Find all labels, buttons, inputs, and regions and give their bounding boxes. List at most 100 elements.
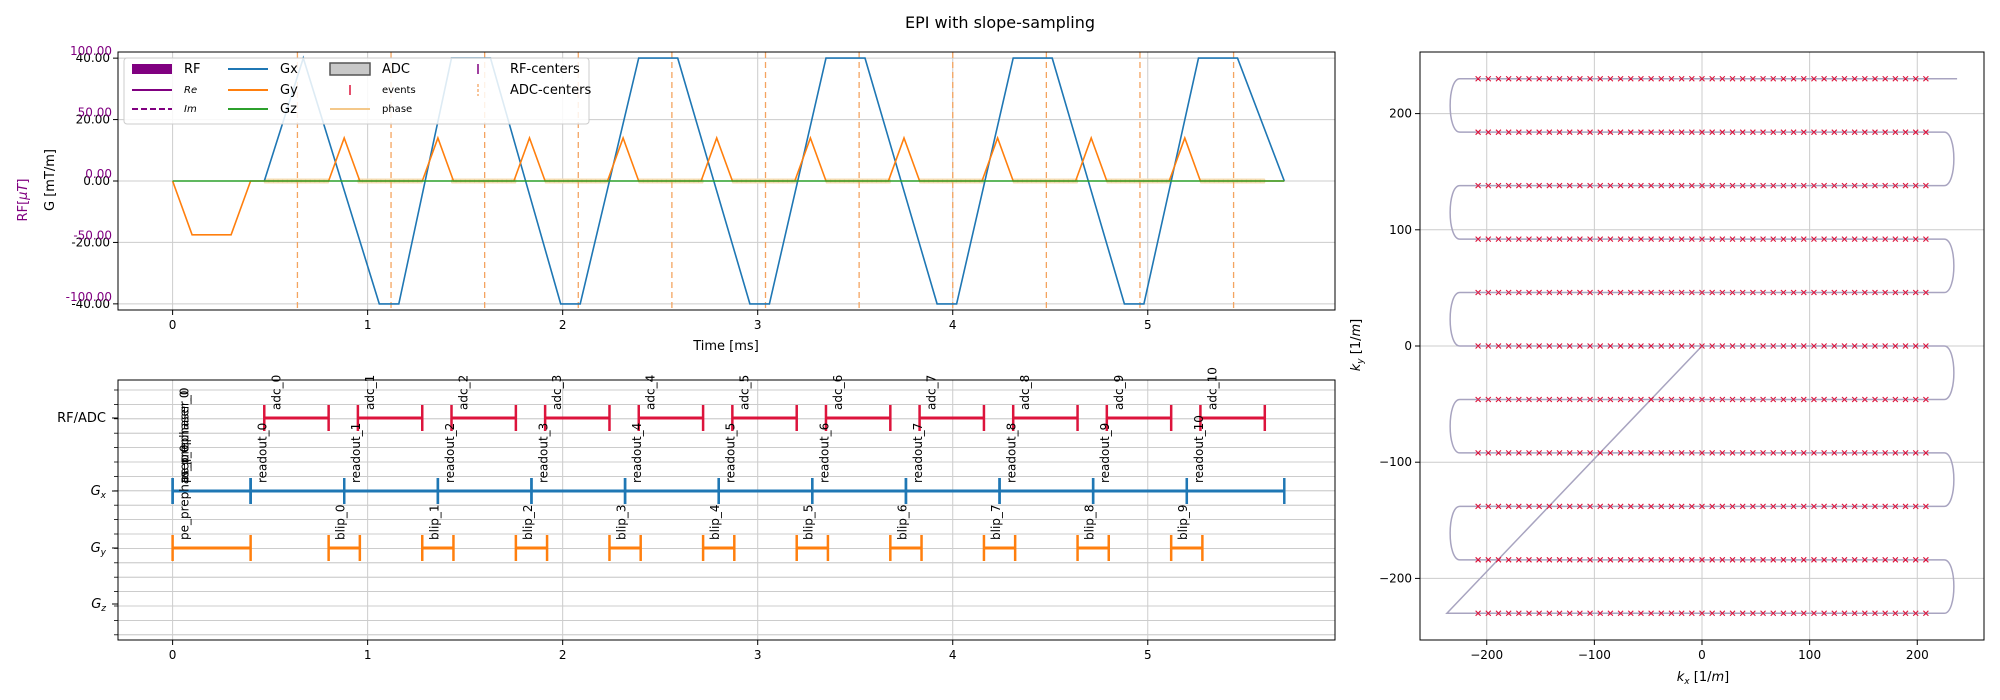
wave-rf-tick-label: -100.00 — [66, 290, 112, 304]
kspace-ytick-label: 200 — [1389, 107, 1412, 121]
event-label: blip_6 — [895, 504, 909, 540]
event-label: adc_3 — [550, 375, 564, 410]
event-label: readout_5 — [724, 423, 738, 483]
legend-label: Gz — [280, 102, 297, 117]
legend-label: Im — [184, 104, 197, 115]
event-label: pe_prephaser_0 — [178, 445, 192, 540]
wave-rf-tick-label: -50.00 — [73, 228, 112, 242]
event-label: blip_4 — [708, 504, 722, 540]
wave-ylabel: G [mT/m] — [43, 149, 58, 211]
row-label: RF/ADC — [57, 411, 106, 426]
block-frame — [117, 379, 1336, 641]
kspace-sample-row — [1475, 450, 1929, 456]
block-xtick-label: 1 — [364, 648, 372, 662]
event-label: readout_10 — [1192, 415, 1206, 483]
wave-xlabel: Time [ms] — [692, 339, 759, 354]
kspace-frame — [1419, 51, 1985, 641]
kspace-sample-row — [1475, 343, 1929, 349]
block-diagram-axes: 0 1 2 3 4 5 RF/ADC adc_0 adc_1 adc_2 adc_3 adc_4 adc… — [57, 367, 1336, 662]
kspace-xlabel: kx [1/m] — [1677, 670, 1729, 687]
block-xtick-label: 5 — [1144, 648, 1152, 662]
series-gy — [171, 135, 1285, 236]
legend-label: phase — [382, 104, 412, 115]
event-label: ro_prephaser_0 — [178, 391, 192, 483]
legend-label: RF-centers — [510, 62, 580, 77]
event-label: blip_9 — [1176, 504, 1190, 540]
legend-label: ADC — [382, 62, 410, 77]
event-label: readout_6 — [817, 423, 831, 483]
event-label: blip_1 — [427, 504, 441, 540]
kspace-sample-row — [1475, 75, 1929, 82]
event-label: readout_3 — [536, 423, 550, 483]
event-label: adc_0 — [269, 375, 283, 410]
kspace-ytick-label: −100 — [1379, 455, 1412, 469]
legend-label: Gy — [280, 83, 298, 98]
kspace-xtick-label: −100 — [1578, 648, 1611, 662]
row-label: Gx — [91, 484, 107, 501]
event-label: blip_8 — [1083, 504, 1097, 540]
legend-label: ADC-centers — [510, 83, 591, 98]
event-label: adc_2 — [457, 375, 471, 410]
row-label: Gy — [91, 541, 107, 558]
kspace-ylabel: ky [1/m] — [1349, 319, 1366, 371]
event-label: readout_8 — [1005, 423, 1019, 483]
legend-label: Gx — [280, 62, 298, 77]
wave-xtick-label: 2 — [559, 318, 567, 332]
event-label: adc_10 — [1205, 367, 1219, 410]
block-xtick-label: 2 — [559, 648, 567, 662]
event-label: readout_0 — [256, 423, 270, 483]
wave-frame — [117, 51, 1336, 311]
kspace-axes: −200 −100 0 100 200 −200 −100 0 100 200 — [1379, 51, 1985, 662]
wave-legend: RF Re Im Gx Gy Gz ADC events phase RF-centers ADC-… — [123, 57, 591, 125]
legend-swatch — [132, 64, 172, 74]
event-label: blip_2 — [521, 504, 535, 540]
kspace-sample-row — [1475, 503, 1929, 510]
event-label: readout_2 — [443, 423, 457, 483]
event-label: adc_9 — [1112, 375, 1126, 410]
event-label: readout_9 — [1098, 423, 1112, 483]
event-label: adc_5 — [737, 375, 751, 410]
event-label: adc_4 — [644, 375, 658, 410]
wave-xtick-label: 0 — [169, 318, 177, 332]
event-label: adc_1 — [363, 375, 377, 410]
wave-ylabel-rf: RF[μT] — [16, 179, 31, 222]
event-label: blip_7 — [989, 504, 1003, 540]
kspace-ytick-label: −200 — [1379, 571, 1412, 585]
legend-label: events — [382, 85, 416, 96]
wave-ytick-label: -40.00 — [71, 297, 110, 311]
wave-rf-tick-label: 100.00 — [70, 44, 112, 58]
event-label: blip_5 — [802, 504, 816, 540]
waveform-axes: 0 1 2 3 4 5 40.00 20.00 0.00 -20.00 -40.00 100.00 50… — [66, 44, 1336, 332]
legend-label: Re — [184, 85, 197, 96]
kspace-xtick-label: 0 — [1698, 648, 1706, 662]
kspace-sample-row — [1475, 556, 1929, 563]
legend-label: RF — [184, 62, 201, 77]
kspace-sample-row — [1475, 236, 1929, 242]
wave-xtick-label: 4 — [949, 318, 957, 332]
kspace-sample-row — [1475, 129, 1929, 136]
block-xtick-label: 4 — [949, 648, 957, 662]
figure-title: EPI with slope-sampling — [905, 13, 1095, 32]
event-label: blip_3 — [614, 504, 628, 540]
wave-ytick-label: 20.00 — [76, 113, 110, 127]
event-label: adc_8 — [1018, 375, 1032, 410]
block-xtick-label: 0 — [169, 648, 177, 662]
event-label: adc_6 — [831, 375, 845, 410]
kspace-sample-row — [1475, 610, 1929, 617]
kspace-xtick-label: 200 — [1906, 648, 1929, 662]
wave-rf-tick-label: 0.00 — [85, 167, 112, 181]
kspace-xtick-label: −200 — [1470, 648, 1503, 662]
block-xtick-label: 3 — [754, 648, 762, 662]
legend-swatch — [329, 62, 371, 76]
row-label: Gz — [91, 597, 106, 614]
wave-ytick-label: -20.00 — [71, 235, 110, 249]
kspace-sample-row — [1475, 396, 1929, 403]
event-label: readout_4 — [630, 423, 644, 483]
wave-ytick-label: 40.00 — [76, 51, 110, 65]
event-label: readout_1 — [349, 423, 363, 483]
event-label: pe_prephaser_0 — [178, 388, 192, 483]
event-label: readout_7 — [911, 423, 925, 483]
legend-box — [123, 57, 590, 125]
event-label: adc_7 — [925, 375, 939, 410]
